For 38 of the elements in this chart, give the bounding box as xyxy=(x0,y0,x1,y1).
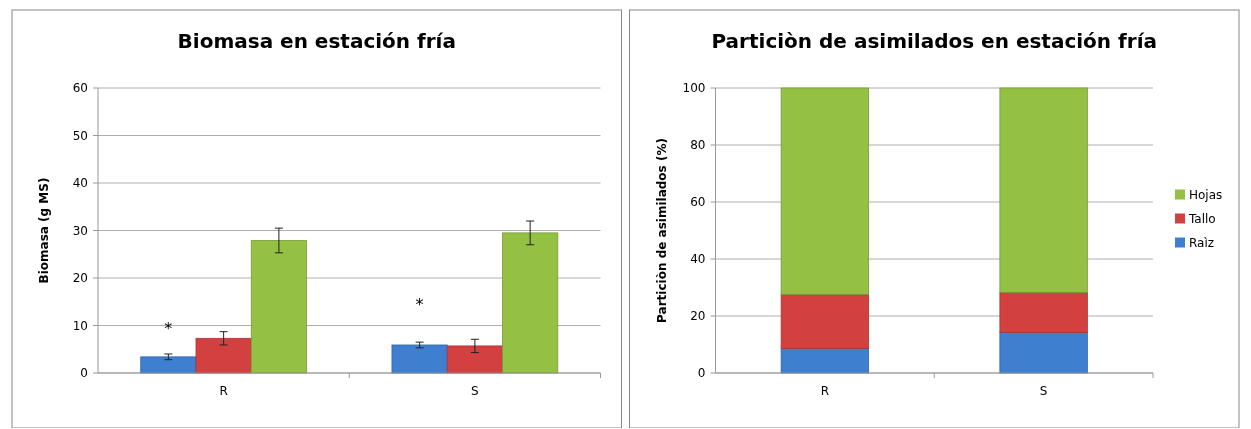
x-tick-label: R xyxy=(219,384,228,398)
y-tick-label: 40 xyxy=(72,176,88,191)
y-tick-label: 20 xyxy=(72,271,88,286)
y-tick-label: 0 xyxy=(80,366,88,381)
bar xyxy=(780,87,870,295)
bar xyxy=(999,87,1088,293)
legend-label: Hojas xyxy=(1189,187,1223,202)
bar xyxy=(195,337,252,374)
y-tick-label: 10 xyxy=(72,318,88,333)
bar xyxy=(446,345,503,374)
legend-label: Raìz xyxy=(1189,235,1215,250)
annotation: * xyxy=(415,294,424,314)
x-tick-label: S xyxy=(471,384,479,398)
legend-label: Tallo xyxy=(1188,211,1216,226)
bar xyxy=(391,344,448,374)
bar xyxy=(780,348,870,374)
bar xyxy=(140,356,197,374)
y-tick-label: 80 xyxy=(690,138,706,153)
bar xyxy=(780,293,870,349)
chart-title: Biomasa en estación fría xyxy=(177,29,456,53)
chart-title: Particiòn de asimilados en estación fría xyxy=(711,29,1157,53)
annotation: * xyxy=(164,318,173,338)
bar xyxy=(999,291,1088,333)
y-tick-label: 50 xyxy=(72,128,88,143)
y-tick-label: 30 xyxy=(72,223,88,238)
bar xyxy=(250,240,307,374)
x-tick-label: R xyxy=(820,384,830,398)
y-axis-title: Biomasa (g MS) xyxy=(37,177,51,284)
y-tick-label: 60 xyxy=(72,81,88,96)
bar xyxy=(502,232,559,374)
y-tick-label: 60 xyxy=(690,195,706,210)
y-tick-label: 0 xyxy=(697,366,706,381)
y-tick-label: 40 xyxy=(690,252,706,267)
x-tick-label: S xyxy=(1039,384,1048,398)
bar xyxy=(999,332,1088,374)
y-axis-title: Particiòn de asimilados (%) xyxy=(654,138,669,323)
y-tick-label: 100 xyxy=(682,81,706,96)
y-tick-label: 20 xyxy=(690,309,706,324)
